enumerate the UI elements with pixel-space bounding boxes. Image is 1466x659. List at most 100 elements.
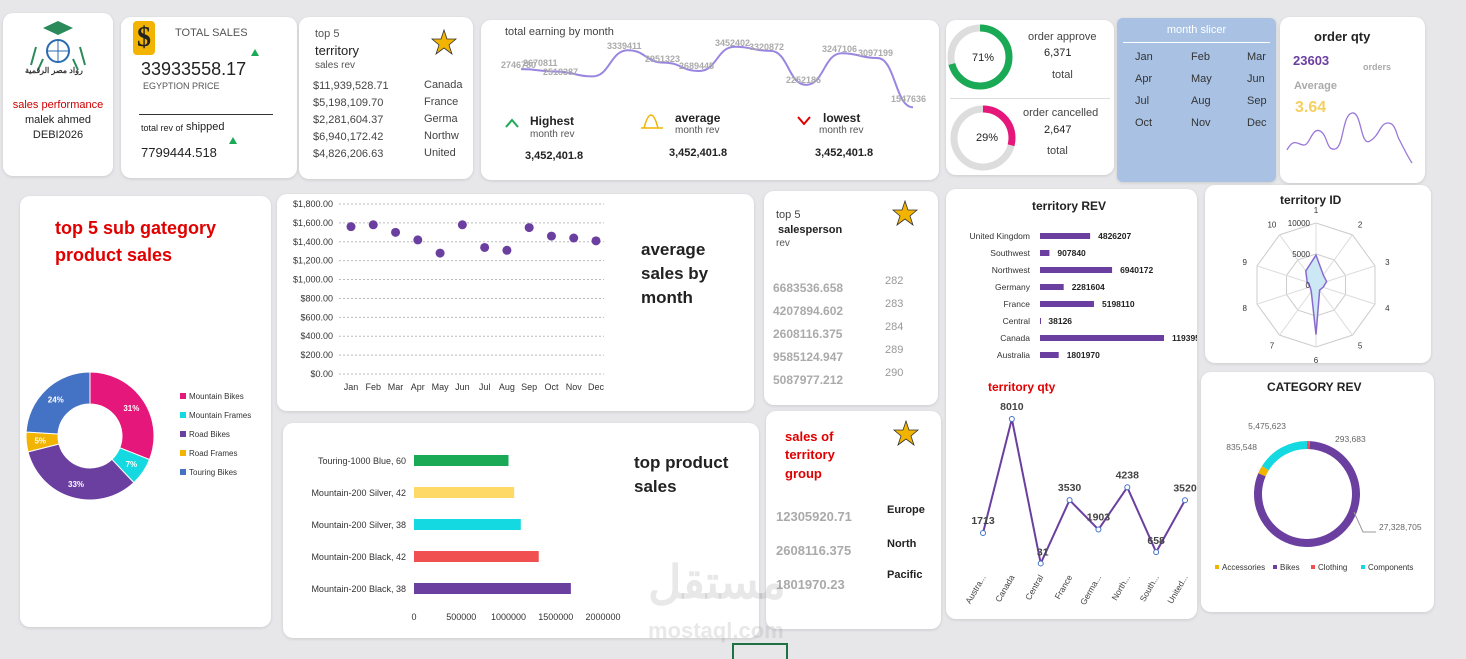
territory-rev-value: 2281604 <box>1072 282 1105 292</box>
down-arrow-icon <box>797 116 811 126</box>
slicer-month-oct[interactable]: Oct <box>1135 117 1153 129</box>
radar-axis-label: 4 <box>1385 304 1390 313</box>
territory-title: territory <box>315 43 360 58</box>
group-value: 1801970.23 <box>776 577 845 592</box>
territory-qty-x-label: Central <box>1023 573 1045 602</box>
territory-qty-point <box>980 529 986 536</box>
leader-line <box>1353 511 1376 533</box>
territory-row-name: United <box>424 147 456 159</box>
legend-swatch <box>1311 565 1315 569</box>
slicer-month-sep[interactable]: Sep <box>1247 95 1267 107</box>
dollar-icon: $ <box>133 21 155 55</box>
slicer-month-may[interactable]: May <box>1191 73 1212 85</box>
earning-data-label: 3452402 <box>715 38 750 48</box>
subcat-slice-label: 31% <box>123 404 139 413</box>
category-title: CATEGORY REV <box>1267 380 1362 394</box>
group-title-b: territory <box>785 447 835 462</box>
shipped-label-a: total rev of <box>141 123 184 133</box>
slicer-title: month slicer <box>1166 24 1227 36</box>
x-tick-label: Oct <box>544 382 559 392</box>
radar-axis-label: 5 <box>1358 342 1363 351</box>
earning-data-label: 3097199 <box>858 48 893 58</box>
category-data-label: 293,683 <box>1335 434 1366 444</box>
salesperson-value: 2608116.375 <box>773 327 843 341</box>
avg-point <box>480 242 490 252</box>
slicer-month-jan[interactable]: Jan <box>1135 51 1153 63</box>
logo-icon <box>30 21 86 71</box>
top-product-bar <box>414 455 509 466</box>
territory-qty-x-label: France <box>1052 573 1074 601</box>
territory-qty-title: territory qty <box>988 380 1056 394</box>
territory-row-name: France <box>424 96 459 108</box>
slicer-month-feb[interactable]: Feb <box>1191 51 1210 63</box>
avg-point <box>391 227 401 237</box>
highest-label: Highest <box>530 114 575 128</box>
selected-cell[interactable] <box>732 643 788 659</box>
territory-qty-x-label: Austra... <box>963 573 987 605</box>
x-tick-label: May <box>432 382 450 392</box>
territory-qty-label: 3520 <box>1173 482 1197 494</box>
territory-rev-label: France <box>1004 299 1031 309</box>
currency-label: EGYPTION PRICE <box>143 81 220 91</box>
slicer-month-apr[interactable]: Apr <box>1135 73 1153 85</box>
salesperson-value: 5087977.212 <box>773 373 844 387</box>
subcat-slice-label: 7% <box>126 460 138 469</box>
divider <box>950 98 1110 99</box>
territory-qty-label: 1903 <box>1087 512 1111 524</box>
salesperson-id: 290 <box>885 367 904 379</box>
subcat-legend-label: Road Bikes <box>189 430 230 439</box>
avg-value: 3.64 <box>1295 99 1327 116</box>
subcat-title-b: product sales <box>55 245 173 265</box>
territory-rev-chart: United Kingdom 4826207 Southwest 907840 Nort… <box>970 231 1197 360</box>
avg-point <box>413 235 423 245</box>
divider <box>1123 42 1270 43</box>
slicer-month-jun[interactable]: Jun <box>1247 73 1265 85</box>
y-tick-label: $0.00 <box>310 369 333 379</box>
top-product-chart: Touring-1000 Blue, 60 Mountain-200 Silver… <box>311 455 621 622</box>
salesperson-title: salesperson <box>778 224 843 236</box>
radar-axis-label: 8 <box>1242 304 1247 313</box>
y-tick-label: $1,600.00 <box>293 218 333 228</box>
slicer-month-aug[interactable]: Aug <box>1191 95 1211 107</box>
salesperson-id: 284 <box>885 321 904 333</box>
earning-data-label: 2689445 <box>679 61 714 71</box>
category-data-label: 27,328,705 <box>1379 522 1422 532</box>
territory-rev-bar <box>1040 335 1164 341</box>
subcat-slice-label: 5% <box>34 437 46 446</box>
slicer-month-mar[interactable]: Mar <box>1247 51 1266 63</box>
territory-rev-title: territory REV <box>1032 199 1107 213</box>
territory-rev-label: United Kingdom <box>970 231 1030 241</box>
slicer-month-dec[interactable]: Dec <box>1247 117 1267 129</box>
radar-area <box>1305 253 1328 335</box>
territory-rev-bar <box>1040 233 1091 239</box>
slicer-month-nov[interactable]: Nov <box>1191 117 1211 129</box>
territory-id-card: territory ID 1 2 3 4 5 6 7 8 9 10 0 5000 10000 <box>1205 185 1431 363</box>
order-qty-unit: orders <box>1363 62 1392 72</box>
territory-rev-label: Southwest <box>990 248 1030 258</box>
x-tick-label: Nov <box>566 382 583 392</box>
x-tick-label: 1500000 <box>538 612 573 622</box>
bell-curve-icon <box>641 114 663 129</box>
total-sales-label: TOTAL SALES <box>175 27 248 39</box>
territory-rev-label: Australia <box>997 350 1030 360</box>
territory-qty-label: 658 <box>1147 535 1165 547</box>
star-icon <box>430 28 458 56</box>
group-value: 2608116.375 <box>776 543 852 558</box>
x-tick-label: Jan <box>344 382 359 392</box>
up-arrow-icon <box>505 118 519 128</box>
x-tick-label: 500000 <box>446 612 476 622</box>
total-sales-card: $ TOTAL SALES 33933558.17 EGYPTION PRICE… <box>121 17 297 178</box>
slicer-month-jul[interactable]: Jul <box>1135 95 1150 107</box>
highest-sub: month rev <box>530 129 575 140</box>
group-value: 12305920.71 <box>776 509 852 524</box>
up-arrow-icon <box>251 49 259 56</box>
up-arrow-icon <box>229 137 237 144</box>
territory-rev-value: 11939529 <box>1172 333 1197 343</box>
radar-tick-label: 5000 <box>1292 250 1310 259</box>
radar-axis-label: 7 <box>1270 342 1275 351</box>
orders-donuts <box>947 24 1016 171</box>
radar-axis-label: 9 <box>1242 258 1247 267</box>
subcat-slice <box>27 443 135 501</box>
approve-ring <box>947 24 1013 90</box>
